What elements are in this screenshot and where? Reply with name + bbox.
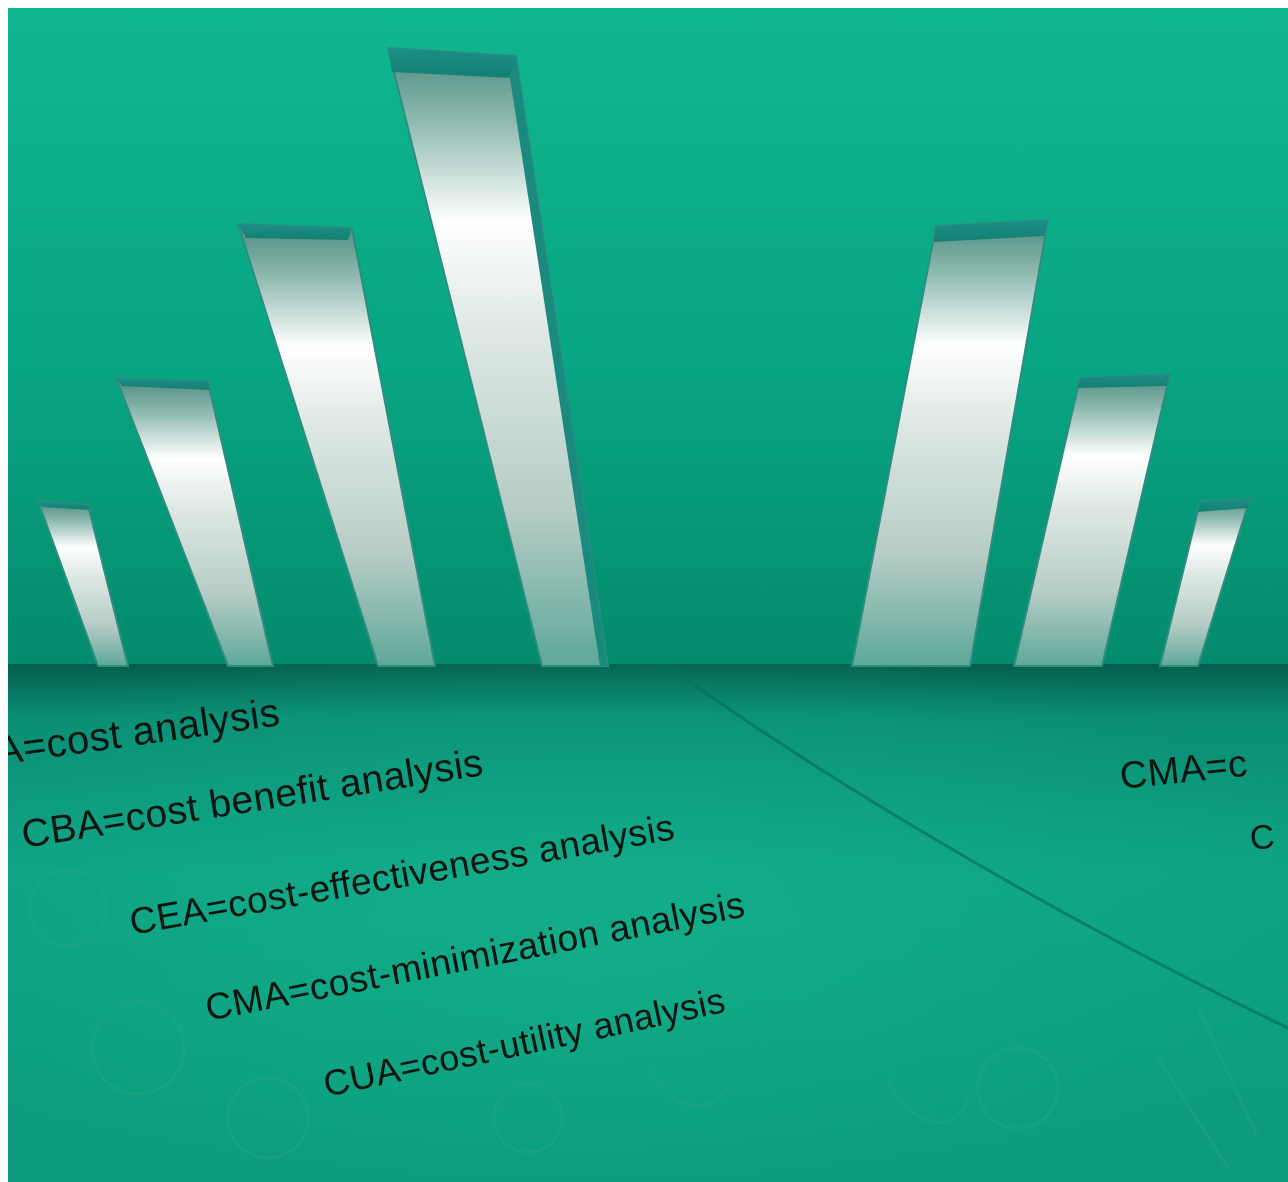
- bar-4: [386, 46, 610, 667]
- bar-7: [1158, 496, 1252, 667]
- bar-5: [850, 218, 1050, 667]
- scene-graphic: [8, 8, 1288, 1182]
- watermark-numerals: [28, 868, 1260, 1169]
- decorative-chart-scene: A=cost analysis CBA=cost benefit analysi…: [8, 8, 1288, 1182]
- paper-fold-line: [667, 664, 1288, 1030]
- table-highlight: [8, 664, 1288, 1182]
- bar-6: [1012, 372, 1172, 667]
- bar-3: [236, 222, 437, 667]
- definition-c-right-fragment: C: [1247, 817, 1277, 858]
- bar-2: [114, 376, 275, 667]
- bar-1: [36, 499, 130, 667]
